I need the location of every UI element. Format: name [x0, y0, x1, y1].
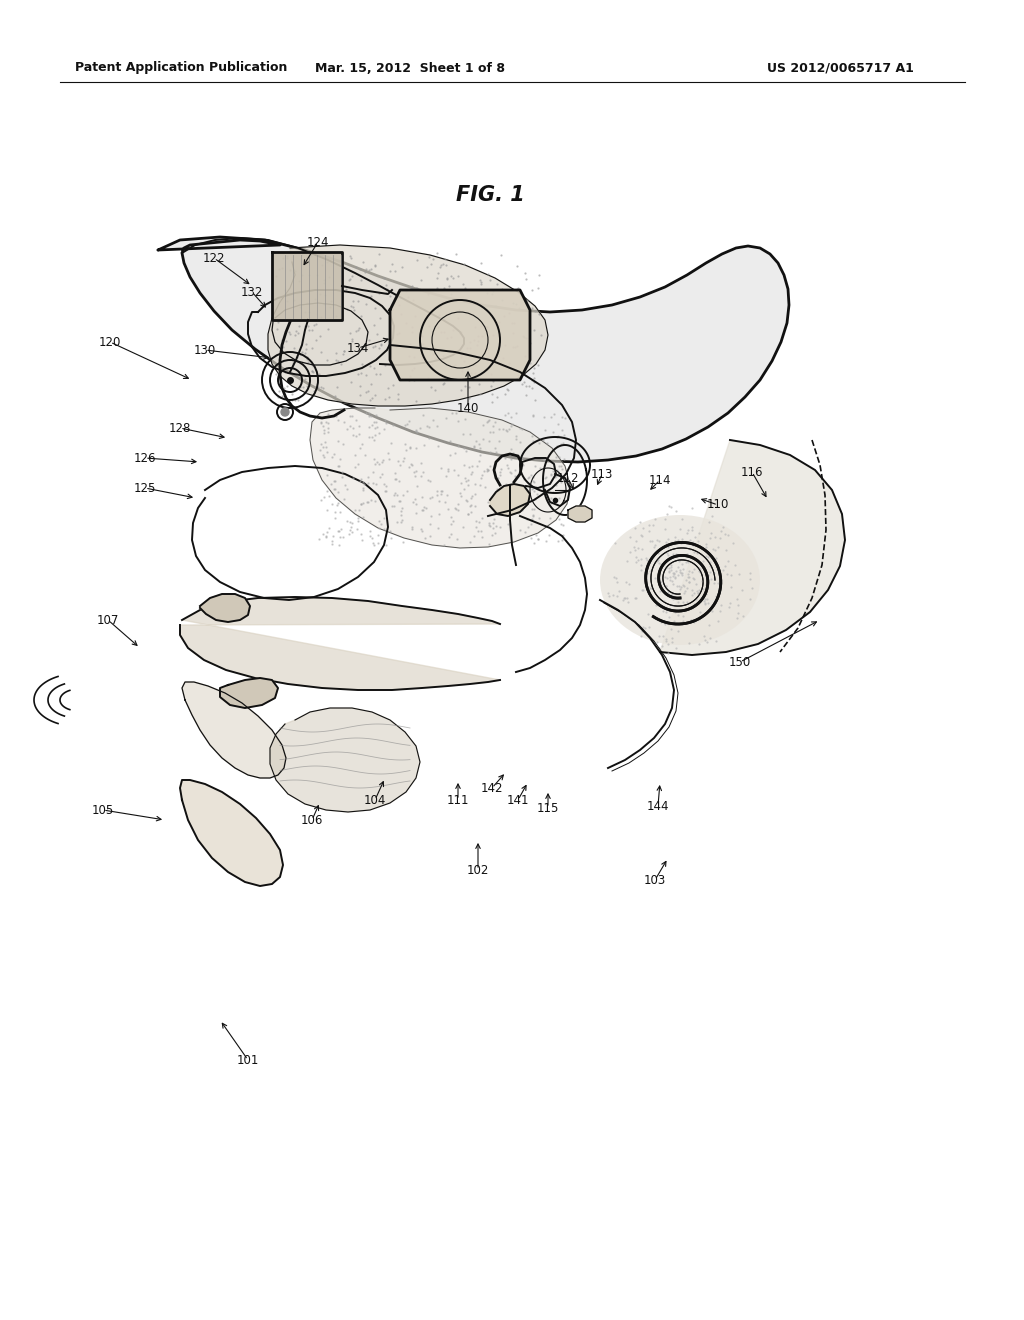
Polygon shape: [268, 246, 548, 407]
Text: 122: 122: [203, 252, 225, 264]
Text: 140: 140: [457, 401, 479, 414]
Text: 120: 120: [98, 335, 121, 348]
Polygon shape: [490, 484, 530, 516]
Text: 130: 130: [194, 343, 216, 356]
Text: 125: 125: [134, 482, 157, 495]
Text: Mar. 15, 2012  Sheet 1 of 8: Mar. 15, 2012 Sheet 1 of 8: [315, 62, 505, 74]
Polygon shape: [220, 678, 278, 708]
Polygon shape: [158, 238, 790, 462]
Text: 128: 128: [169, 421, 191, 434]
Text: 115: 115: [537, 801, 559, 814]
Text: 134: 134: [347, 342, 370, 355]
Text: FIG. 1: FIG. 1: [456, 185, 524, 205]
Text: 113: 113: [591, 467, 613, 480]
Polygon shape: [200, 594, 250, 622]
Text: 150: 150: [729, 656, 752, 668]
Text: 141: 141: [507, 793, 529, 807]
Text: 105: 105: [92, 804, 114, 817]
Polygon shape: [390, 290, 530, 380]
Text: 103: 103: [644, 874, 667, 887]
Text: 144: 144: [647, 800, 670, 813]
Circle shape: [281, 408, 289, 416]
Polygon shape: [270, 708, 420, 812]
Text: 110: 110: [707, 499, 729, 511]
Polygon shape: [568, 506, 592, 521]
Polygon shape: [310, 408, 570, 548]
Ellipse shape: [600, 515, 760, 645]
Text: US 2012/0065717 A1: US 2012/0065717 A1: [767, 62, 913, 74]
Text: 142: 142: [480, 781, 503, 795]
Text: 102: 102: [467, 863, 489, 876]
Text: 104: 104: [364, 793, 386, 807]
Text: 112: 112: [557, 471, 580, 484]
Text: 111: 111: [446, 793, 469, 807]
Text: 124: 124: [307, 235, 330, 248]
Text: 101: 101: [237, 1053, 259, 1067]
Text: 106: 106: [301, 813, 324, 826]
Text: 126: 126: [134, 451, 157, 465]
Text: 114: 114: [649, 474, 672, 487]
Text: 132: 132: [241, 285, 263, 298]
Polygon shape: [182, 682, 286, 777]
Polygon shape: [180, 780, 283, 886]
Polygon shape: [180, 597, 500, 690]
Polygon shape: [660, 440, 845, 655]
Text: 107: 107: [97, 614, 119, 627]
Polygon shape: [272, 252, 342, 319]
Text: Patent Application Publication: Patent Application Publication: [75, 62, 288, 74]
Text: 116: 116: [740, 466, 763, 479]
